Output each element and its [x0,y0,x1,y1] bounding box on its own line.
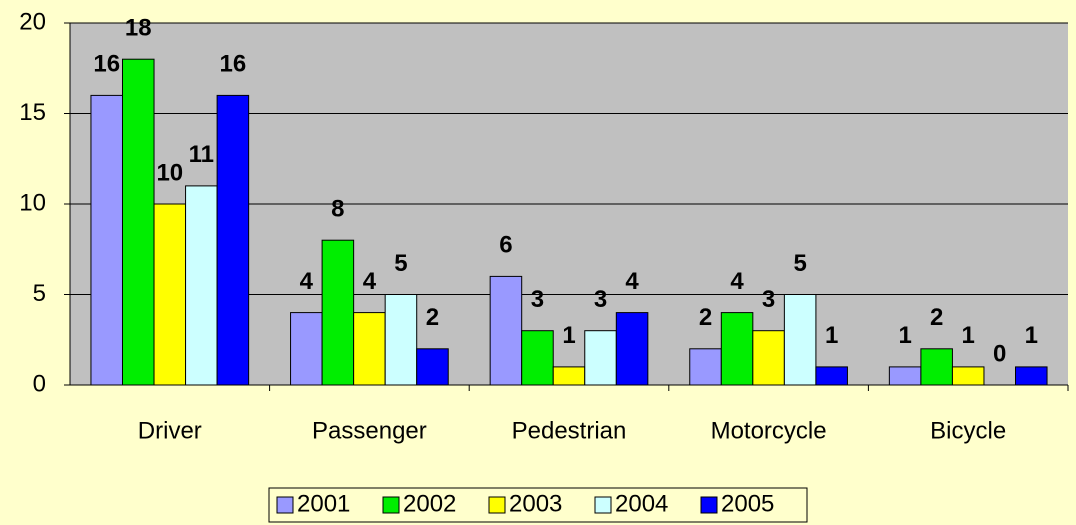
bar [920,348,953,386]
bar [584,330,617,386]
data-label: 8 [331,196,344,223]
data-label: 3 [531,286,544,313]
data-label: 2 [699,304,712,331]
legend-label: 2005 [721,490,774,517]
data-label: 5 [793,250,806,277]
y-tick-label: 10 [19,189,46,216]
x-tick-label: Motorcycle [711,417,827,444]
bar [185,185,218,386]
legend-label: 2002 [403,490,456,517]
legend-swatch [488,496,506,514]
bar [615,312,649,386]
y-tick-label: 15 [19,99,46,126]
legend-label: 2004 [615,490,668,517]
bar [290,312,323,386]
bar [489,275,523,386]
legend-swatch [594,496,612,514]
bar [783,294,817,386]
data-label: 5 [394,250,407,277]
bar [121,58,155,386]
bar [752,330,785,386]
data-label: 11 [189,141,214,168]
legend-label: 2003 [509,490,562,517]
y-tick-label: 5 [33,280,46,307]
bar [951,366,985,386]
data-label: 3 [594,286,607,313]
legend-label: 2001 [297,490,350,517]
y-tick-label: 0 [33,370,46,397]
data-label: 1 [898,322,911,349]
data-label: 1 [962,322,975,349]
bar [353,312,386,386]
legend-swatch [700,496,718,514]
bar [416,348,449,386]
data-label: 4 [300,268,314,295]
data-label: 1 [825,322,838,349]
data-label: 2 [930,304,943,331]
data-label: 3 [762,286,775,313]
data-label: 1 [1025,322,1038,349]
bar [216,94,250,386]
x-tick-label: Pedestrian [512,417,627,444]
data-label: 6 [499,232,512,259]
x-tick-label: Passenger [312,417,427,444]
bar [321,239,355,386]
bar [888,366,922,386]
bar [689,348,722,386]
bar [384,294,418,386]
x-tick-label: Driver [138,417,202,444]
data-label: 4 [730,268,744,295]
data-label: 4 [363,268,377,295]
bar [720,312,754,386]
data-label: 1 [562,322,575,349]
data-label: 16 [93,51,120,78]
data-label: 16 [220,51,247,78]
bar [521,330,554,386]
legend-swatch [276,496,294,514]
data-label: 4 [625,268,639,295]
bar [815,366,848,386]
legend-swatch [382,496,400,514]
bar [153,203,187,386]
x-tick-label: Bicycle [930,417,1006,444]
data-label: 18 [125,15,152,42]
bar [552,366,586,386]
data-label: 2 [426,304,439,331]
bar [1015,366,1048,386]
y-tick-label: 20 [19,8,46,35]
bar [90,94,123,386]
data-label: 10 [156,159,183,186]
data-label: 0 [993,340,1006,367]
